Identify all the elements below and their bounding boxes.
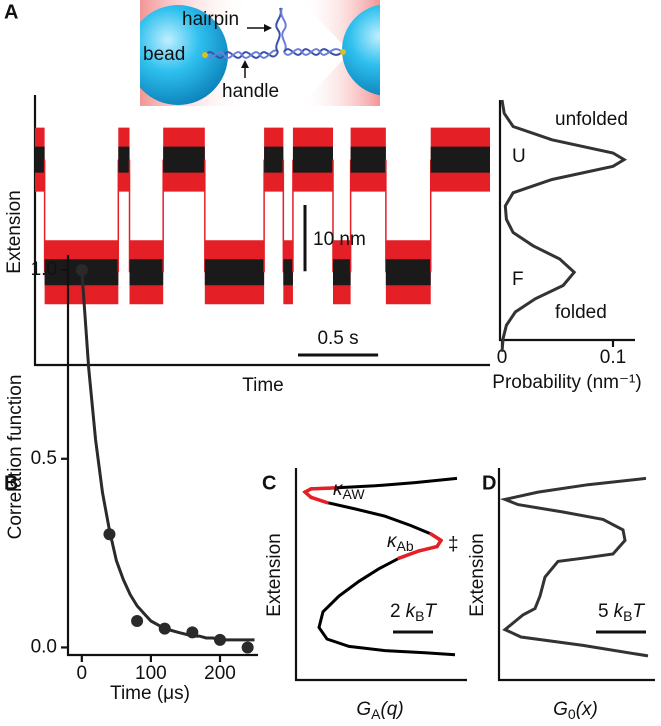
x-tick-label: 200	[204, 663, 236, 684]
data-point	[103, 528, 116, 541]
y-tick-label: 0.5	[31, 448, 57, 469]
scale-bar-label: 10 nm	[313, 229, 366, 250]
x-tick-label: 0	[497, 347, 508, 368]
text-part: T	[424, 601, 437, 622]
trace-mean	[430, 146, 490, 173]
text-part: Ab	[397, 538, 414, 554]
text-part: 0	[568, 706, 576, 722]
annotation: folded	[555, 302, 607, 323]
x-axis-label: Probability (nm⁻¹)	[492, 372, 641, 393]
trace-mean	[332, 259, 351, 286]
x-tick-label: 0.1	[600, 347, 626, 368]
panel-label: C	[262, 472, 276, 494]
text-part: B	[623, 608, 632, 624]
text-part: AW	[343, 486, 366, 502]
y-axis-label: Extension	[264, 533, 285, 616]
highlight-segment	[429, 532, 443, 543]
text-part: κ	[333, 479, 344, 500]
text-part: A	[371, 706, 381, 722]
schematic-label: bead	[143, 44, 185, 65]
scale-bar-label: 5 kBT	[598, 601, 645, 624]
trace-mean	[163, 146, 205, 173]
text-part: B	[415, 608, 424, 624]
text-part: k	[406, 601, 417, 622]
highlight-segment	[309, 495, 329, 505]
text-part: κ	[387, 531, 398, 552]
data-point	[158, 622, 171, 635]
energy-curve	[302, 476, 458, 657]
data-point	[241, 641, 254, 654]
y-axis-label: Extension	[467, 533, 488, 616]
y-axis-label: Extension	[4, 190, 25, 273]
schematic	[140, 0, 380, 106]
energy-curve	[499, 476, 649, 658]
annotation: κAb	[387, 531, 414, 554]
data-point	[75, 264, 88, 277]
schematic-label: handle	[222, 81, 279, 102]
panel-label: D	[482, 472, 496, 494]
text-part: G	[356, 699, 371, 720]
trace-mean	[350, 146, 386, 173]
data-point	[214, 633, 226, 646]
highlight-segment	[417, 544, 439, 553]
data-point	[186, 626, 199, 639]
trace-mean	[264, 146, 284, 173]
text-part: T	[632, 601, 645, 622]
x-tick-label: 100	[135, 663, 167, 684]
trace-mean	[129, 259, 164, 286]
annotation: ‡	[448, 534, 459, 555]
text-part: G	[553, 699, 568, 720]
data-point	[131, 615, 144, 628]
annotation: unfolded	[555, 109, 628, 130]
x-axis-label: Time (μs)	[110, 683, 190, 704]
text-part: (q)	[380, 699, 403, 720]
annotation: κAW	[333, 479, 365, 502]
panel-label: A	[4, 1, 18, 23]
scale-bar-label: 0.5 s	[317, 328, 358, 349]
highlight-segment	[309, 486, 337, 491]
trace-mean	[35, 146, 45, 173]
y-axis-label: Correlation function	[5, 375, 26, 540]
annotation: U	[512, 146, 526, 167]
y-tick-label: 0.0	[31, 636, 57, 657]
text-part: (x)	[576, 699, 598, 720]
panel-label: B	[4, 472, 18, 494]
trace-mean	[385, 259, 431, 286]
x-tick-label: 0	[77, 663, 88, 684]
trace-mean	[283, 259, 293, 286]
annotation: F	[512, 269, 524, 290]
text-part: 2	[390, 601, 401, 622]
y-tick-label: 1.0	[31, 259, 57, 280]
trace-mean	[204, 259, 265, 286]
probability-curve	[500, 99, 628, 352]
text-part: k	[614, 601, 625, 622]
text-part: 5	[598, 601, 609, 622]
trace-mean	[292, 146, 333, 173]
x-axis-label: GA(q)	[356, 699, 403, 722]
highlight-segment	[397, 549, 421, 560]
trace-mean	[118, 146, 130, 173]
fit-line	[80, 269, 255, 642]
scale-bar-label: 2 kBT	[390, 601, 437, 624]
x-axis-label: G0(x)	[553, 699, 598, 722]
x-axis-label: Time	[242, 375, 284, 396]
schematic-label: hairpin	[182, 9, 239, 30]
